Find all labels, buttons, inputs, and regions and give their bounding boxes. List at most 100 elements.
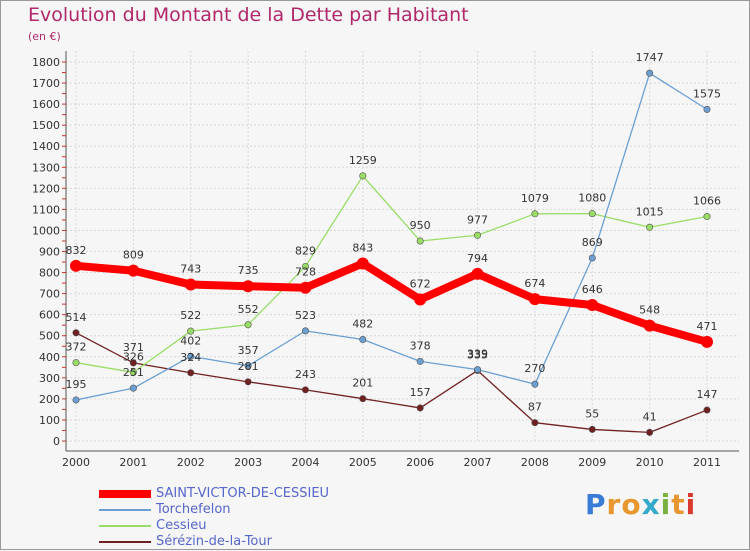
- data-label: 195: [66, 378, 87, 391]
- data-label: 1747: [636, 51, 664, 64]
- data-point: [471, 267, 484, 280]
- data-label: 157: [410, 386, 431, 399]
- data-label: 335: [467, 348, 488, 361]
- data-label: 829: [295, 244, 316, 257]
- data-label: 402: [180, 334, 201, 347]
- x-tick-label: 2010: [636, 456, 664, 469]
- data-label: 548: [639, 304, 660, 317]
- data-point: [244, 362, 252, 370]
- data-point: [416, 404, 424, 412]
- data-label: 281: [238, 360, 259, 373]
- data-point: [588, 425, 596, 433]
- data-label: 87: [528, 401, 542, 414]
- data-label: 743: [180, 263, 201, 276]
- data-point: [474, 366, 482, 374]
- data-label: 471: [697, 320, 718, 333]
- data-point: [416, 357, 424, 365]
- x-tick-label: 2008: [521, 456, 549, 469]
- data-label: 728: [295, 266, 316, 279]
- data-label: 357: [238, 344, 259, 357]
- data-label: 378: [410, 339, 431, 352]
- data-label: 55: [585, 407, 599, 420]
- data-label: 1079: [521, 192, 549, 205]
- legend-label: SAINT-VICTOR-DE-CESSIEU: [156, 486, 330, 501]
- x-tick-label: 2007: [464, 456, 492, 469]
- y-tick-label: 1200: [32, 182, 60, 195]
- y-tick-label: 400: [39, 351, 60, 364]
- data-label: 674: [524, 277, 545, 290]
- data-point: [187, 327, 195, 335]
- proxiti-logo: Proxiti: [585, 488, 696, 521]
- legend-label: Sérézin-de-la-Tour: [156, 534, 272, 549]
- data-point: [129, 384, 137, 392]
- series-line-1: [75, 72, 708, 401]
- x-tick-label: 2005: [349, 456, 377, 469]
- x-tick-label: 2009: [578, 456, 606, 469]
- y-tick-label: 0: [53, 435, 60, 448]
- data-point: [184, 278, 197, 291]
- x-tick-label: 2004: [291, 456, 319, 469]
- data-point: [531, 380, 539, 388]
- data-point: [586, 298, 599, 311]
- y-tick-label: 1600: [32, 98, 60, 111]
- data-point: [301, 262, 309, 270]
- data-label: 552: [238, 303, 259, 316]
- y-tick-label: 1500: [32, 119, 60, 132]
- data-label: 977: [467, 213, 488, 226]
- data-label: 41: [643, 410, 657, 423]
- data-point: [244, 378, 252, 386]
- data-point: [646, 223, 654, 231]
- y-tick-label: 1300: [32, 161, 60, 174]
- data-label: 832: [66, 244, 87, 257]
- data-label: 1066: [693, 195, 721, 208]
- data-label: 251: [123, 366, 144, 379]
- y-tick-label: 1800: [32, 56, 60, 69]
- x-tick-label: 2003: [234, 456, 262, 469]
- data-label: 147: [697, 388, 718, 401]
- data-label: 1080: [578, 192, 606, 205]
- data-point: [72, 329, 80, 337]
- y-tick-label: 600: [39, 309, 60, 322]
- plot-area: [62, 56, 721, 441]
- data-point: [528, 293, 541, 306]
- data-point: [701, 335, 713, 348]
- data-point: [299, 281, 312, 294]
- data-point: [127, 264, 140, 277]
- logo-letter: i: [660, 488, 672, 521]
- data-label: 514: [66, 311, 87, 324]
- y-tick-label: 1700: [32, 77, 60, 90]
- data-label: 243: [295, 368, 316, 381]
- data-point: [187, 369, 195, 377]
- data-point: [359, 395, 367, 403]
- data-label: 1015: [636, 205, 664, 218]
- y-tick-label: 1000: [32, 224, 60, 237]
- data-point: [646, 428, 654, 436]
- y-tick-label: 100: [39, 414, 60, 427]
- data-point: [474, 231, 482, 239]
- logo-letter: o: [621, 488, 642, 521]
- data-point: [359, 336, 367, 344]
- y-tick-label: 200: [39, 393, 60, 406]
- data-point: [531, 419, 539, 427]
- data-label: 672: [410, 278, 431, 291]
- data-point: [646, 69, 654, 77]
- data-label: 809: [123, 249, 144, 262]
- data-label: 324: [180, 351, 201, 364]
- logo-letter: i: [685, 488, 697, 521]
- data-label: 482: [352, 318, 373, 331]
- data-point: [356, 257, 369, 270]
- data-point: [703, 406, 711, 414]
- y-tick-label: 800: [39, 267, 60, 280]
- y-tick-label: 500: [39, 330, 60, 343]
- data-label: 1259: [349, 154, 377, 167]
- logo-letter: r: [606, 488, 622, 521]
- data-label: 522: [180, 309, 201, 322]
- logo-letter: x: [641, 488, 661, 521]
- x-tick-label: 2000: [62, 456, 90, 469]
- legend-swatch: [99, 490, 151, 498]
- y-unit-label: (en €): [28, 30, 61, 43]
- data-label: 735: [238, 264, 259, 277]
- data-label: 339: [467, 348, 488, 361]
- data-label: 371: [123, 341, 144, 354]
- data-point: [187, 352, 195, 360]
